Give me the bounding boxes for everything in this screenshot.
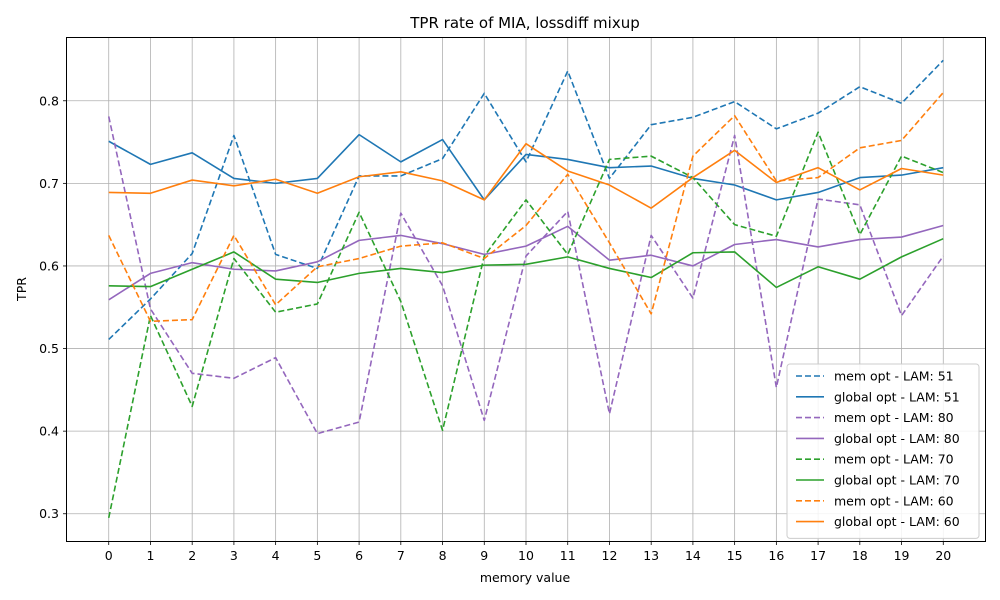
x-tick-label: 14 (685, 548, 701, 563)
y-tick-label: 0.4 (39, 424, 59, 439)
y-tick-label: 0.8 (39, 93, 59, 108)
x-tick-label: 0 (105, 548, 113, 563)
series-line-7 (108, 91, 944, 323)
x-tick-label: 13 (643, 548, 659, 563)
legend-label: mem opt - LAM: 80 (834, 410, 954, 425)
series-line-5 (107, 131, 944, 519)
series-line-4 (108, 224, 944, 301)
x-tick-label: 8 (439, 548, 447, 563)
legend-label: mem opt - LAM: 60 (834, 493, 954, 508)
series-line-3 (107, 116, 944, 435)
x-tick-label: 3 (230, 548, 238, 563)
legend: mem opt - LAM: 51 global opt - LAM: 51 mem… (786, 363, 980, 539)
x-axis: 0 1 2 3 4 5 6 7 8 9 10 11 12 13 14 15 16 17 18 19 20 (105, 541, 951, 563)
x-tick-label: 12 (602, 548, 618, 563)
y-tick-label: 0.3 (39, 506, 59, 521)
x-tick-label: 11 (560, 548, 576, 563)
legend-label: global opt - LAM: 60 (834, 514, 960, 529)
x-axis-label: memory value (480, 570, 571, 585)
x-tick-label: 17 (810, 548, 826, 563)
legend-label: global opt - LAM: 51 (834, 389, 960, 404)
y-tick-label: 0.7 (39, 176, 59, 191)
y-axis: 0.3 0.4 0.5 0.6 0.7 0.8 (39, 93, 67, 521)
y-tick-label: 0.5 (39, 341, 59, 356)
legend-box (786, 363, 980, 539)
series-layer (107, 59, 944, 519)
legend-label: global opt - LAM: 70 (834, 473, 960, 488)
legend-label: global opt - LAM: 80 (834, 431, 960, 446)
x-tick-label: 7 (397, 548, 405, 563)
x-tick-label: 6 (355, 548, 363, 563)
x-tick-label: 19 (894, 548, 910, 563)
x-tick-label: 1 (146, 548, 154, 563)
x-tick-label: 2 (188, 548, 196, 563)
x-tick-label: 5 (313, 548, 321, 563)
x-tick-label: 18 (852, 548, 868, 563)
x-tick-label: 20 (935, 548, 951, 563)
series-line-8 (108, 142, 944, 209)
chart-title: TPR rate of MIA, lossdiff mixup (409, 14, 639, 32)
x-tick-label: 16 (768, 548, 784, 563)
series-line-1 (108, 59, 944, 341)
legend-label: mem opt - LAM: 51 (834, 369, 954, 384)
legend-label: mem opt - LAM: 70 (834, 452, 954, 467)
x-tick-label: 4 (272, 548, 280, 563)
x-tick-label: 10 (518, 548, 534, 563)
x-tick-label: 15 (727, 548, 743, 563)
y-tick-label: 0.6 (39, 258, 59, 273)
x-tick-label: 9 (480, 548, 488, 563)
series-line-6 (108, 237, 944, 289)
series-line-2 (108, 133, 944, 201)
y-axis-label: TPR (14, 277, 29, 302)
